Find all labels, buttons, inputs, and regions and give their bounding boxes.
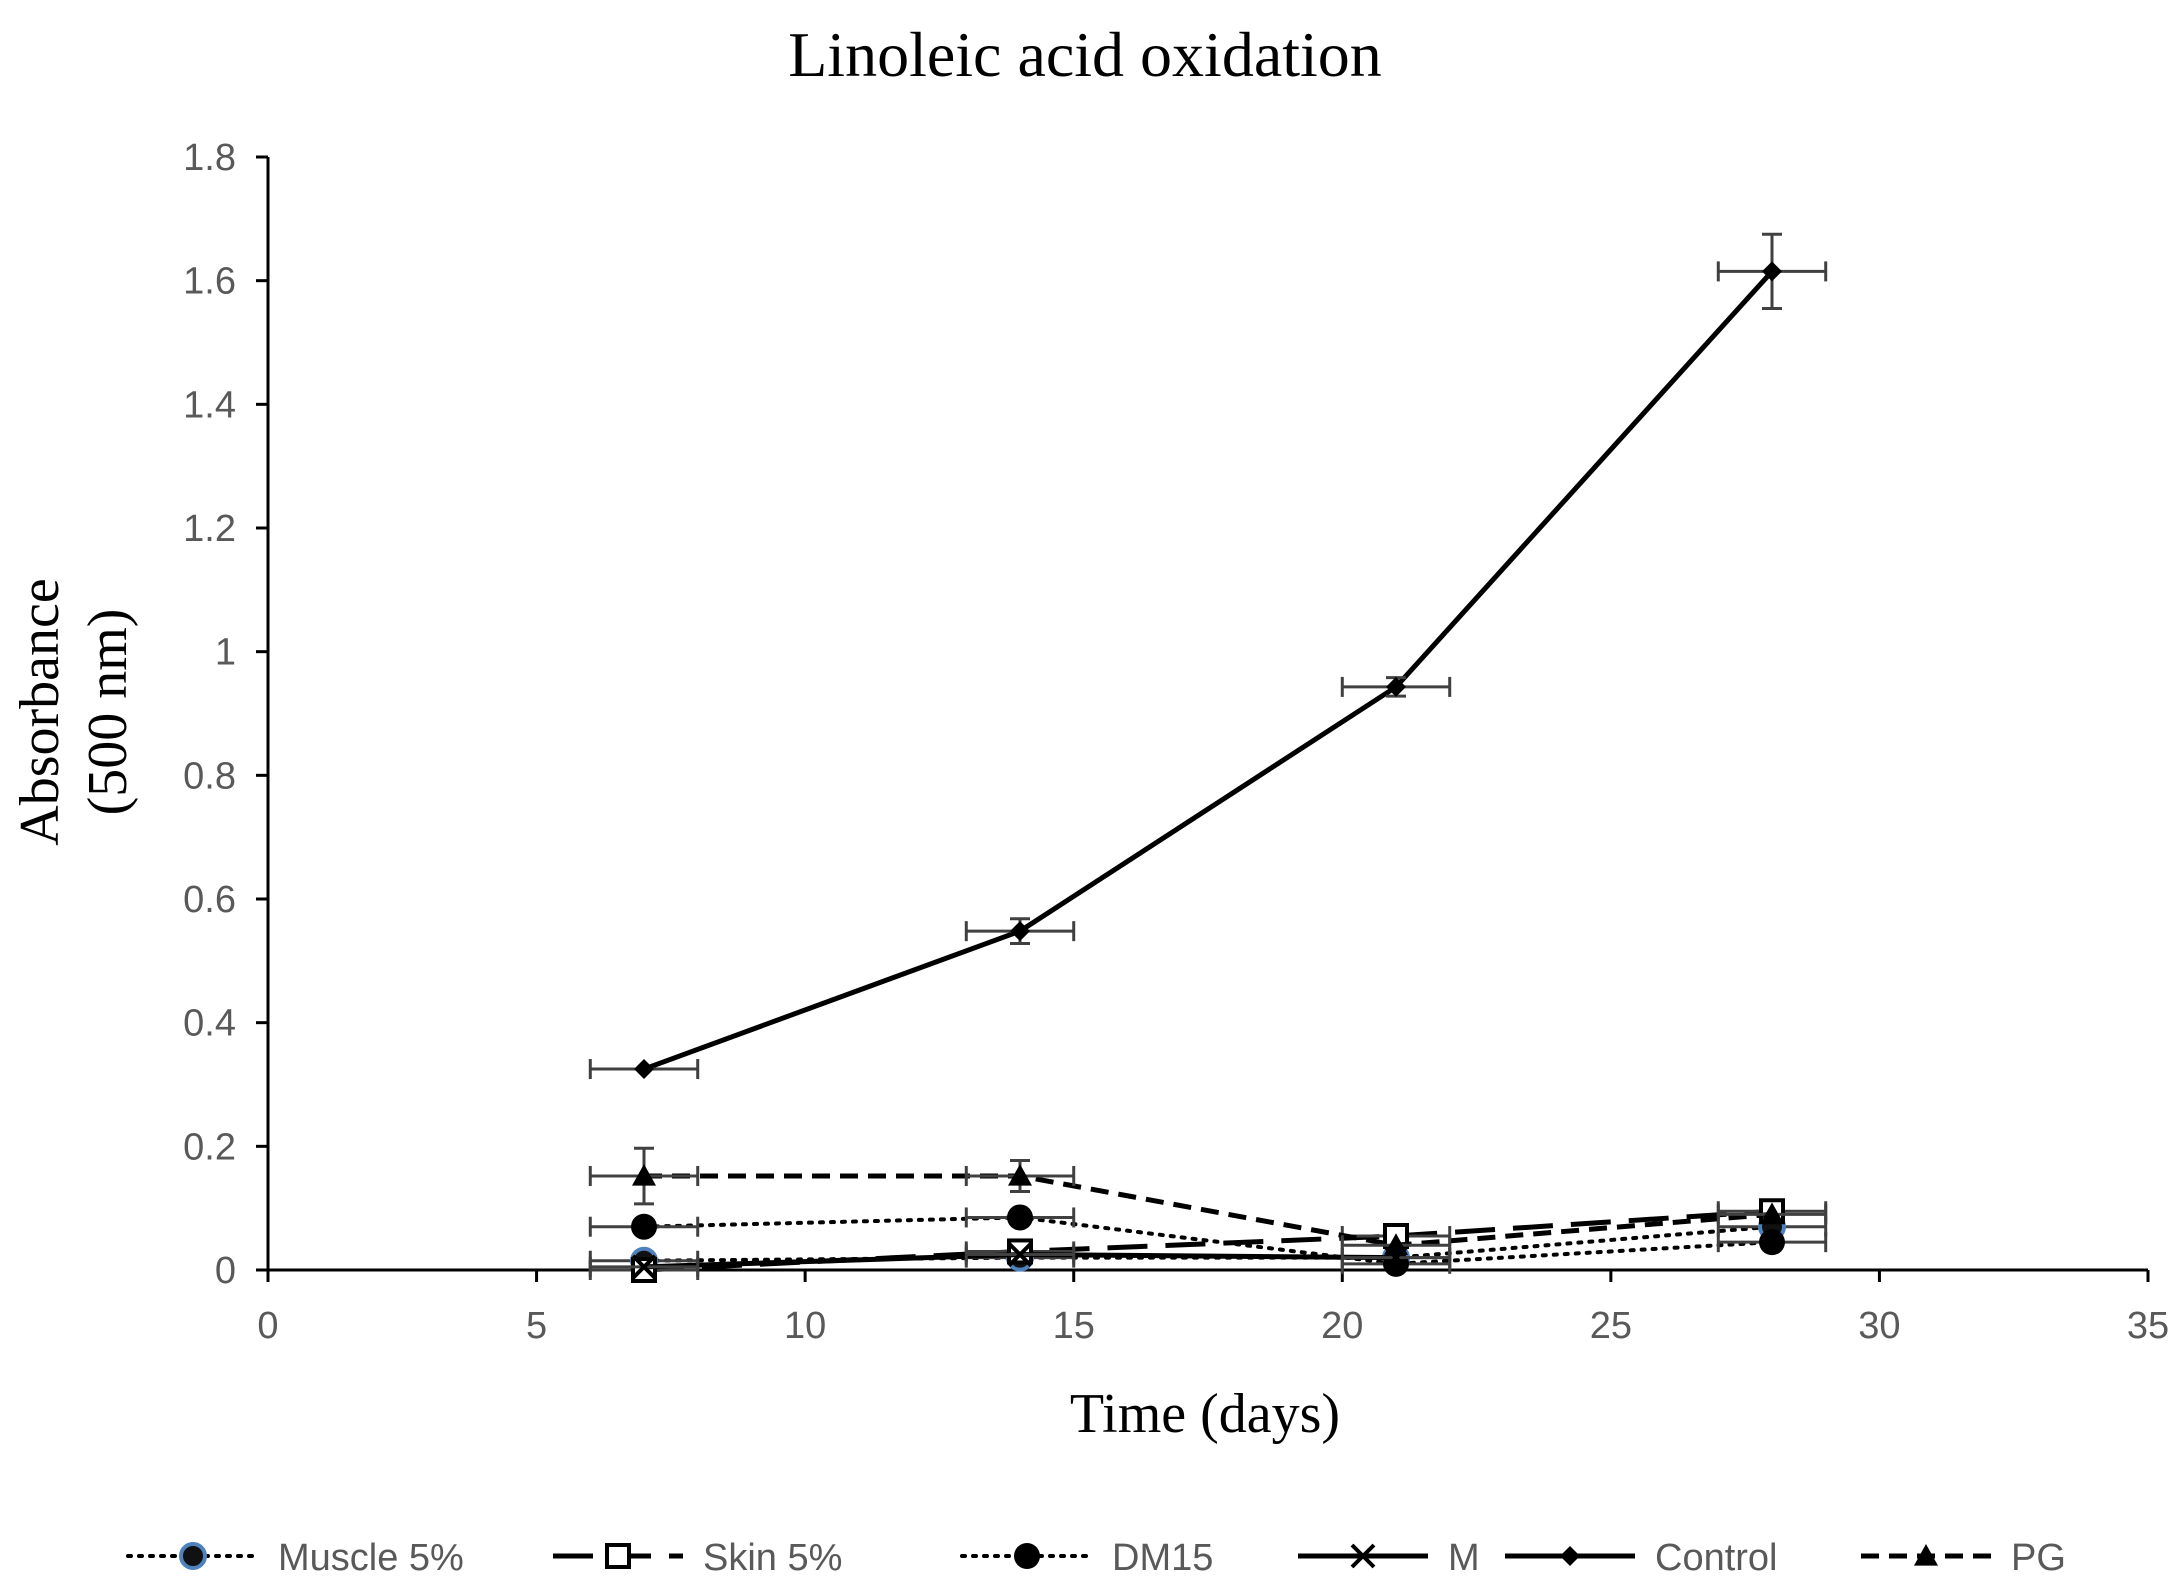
data-point — [631, 1257, 657, 1283]
legend-label: DM15 — [1112, 1537, 1213, 1579]
series-m — [588, 1242, 1452, 1280]
legend-item-skin-5-: Skin 5% — [553, 1537, 842, 1579]
series-control — [588, 232, 1828, 1080]
data-point — [1386, 676, 1406, 697]
data-point — [1007, 1238, 1033, 1265]
y-tick-label: 1 — [215, 632, 236, 674]
legend-marker — [1560, 1546, 1580, 1566]
legend-item-pg: PG — [1861, 1537, 2066, 1579]
data-point — [631, 1213, 657, 1240]
series-line — [643, 269, 1774, 1072]
x-tick-label: 30 — [1858, 1305, 1900, 1347]
series-layer — [588, 232, 1828, 1283]
x-tick-label: 20 — [1321, 1305, 1363, 1347]
legend-label: PG — [2011, 1537, 2066, 1579]
y-tick-label: 1.2 — [183, 508, 236, 550]
legend-marker — [605, 1543, 631, 1569]
y-tick-label: 0 — [215, 1250, 236, 1292]
y-tick-label: 1.4 — [183, 384, 236, 426]
legend-label: Muscle 5% — [278, 1537, 464, 1579]
legend: Muscle 5% Skin 5% DM15 M Control PG — [126, 1537, 2066, 1579]
y-tick-label: 0.8 — [183, 755, 236, 797]
legend-label: Control — [1655, 1537, 1778, 1579]
x-tick-label: 10 — [784, 1305, 826, 1347]
data-point — [1007, 1204, 1033, 1231]
data-point — [631, 1254, 657, 1280]
y-tick-label: 0.4 — [183, 1003, 236, 1045]
legend-label: Skin 5% — [703, 1537, 842, 1579]
legend-marker — [1014, 1543, 1040, 1569]
series-line — [642, 1215, 1774, 1266]
y-tick-label: 1.6 — [183, 261, 236, 303]
legend-marker — [1914, 1544, 1938, 1566]
data-point — [1384, 1233, 1408, 1255]
legend-marker — [1350, 1543, 1376, 1569]
legend-item-m: M — [1298, 1537, 1480, 1579]
axes: 0 5 10 15 20 25 30 35 0 0.2 0.4 0.6 0.8 1 1.2 1.4 1.6 1.8 — [183, 137, 2169, 1347]
chart-title: Linoleic acid oxidation — [788, 19, 1382, 90]
data-point — [1762, 261, 1782, 282]
x-tick-label: 5 — [526, 1305, 547, 1347]
legend-item-muscle-5-: Muscle 5% — [126, 1537, 464, 1579]
series-line — [644, 1173, 1773, 1248]
data-point — [1008, 1164, 1032, 1186]
data-point — [634, 1059, 654, 1080]
x-tick-label: 25 — [1590, 1305, 1632, 1347]
y-axis-title-line-1: Absorbance — [9, 578, 71, 845]
data-point — [632, 1164, 656, 1186]
legend-marker — [179, 1542, 207, 1570]
x-axis-title: Time (days) — [1070, 1383, 1340, 1445]
y-tick-label: 0.6 — [183, 879, 236, 921]
series-pg — [588, 1146, 1828, 1256]
legend-item-control: Control — [1505, 1537, 1778, 1579]
x-tick-label: 0 — [257, 1305, 278, 1347]
legend-item-dm15: DM15 — [960, 1537, 1213, 1579]
x-tick-label: 35 — [2127, 1305, 2169, 1347]
series-dm15 — [588, 1204, 1828, 1277]
data-point — [1010, 921, 1030, 942]
y-axis-title-line-2: (500 nm) — [77, 609, 139, 816]
legend-label: M — [1448, 1537, 1480, 1579]
data-point — [1759, 1229, 1785, 1256]
y-tick-label: 1.8 — [183, 137, 236, 179]
y-tick-label: 0.2 — [183, 1126, 236, 1168]
data-point — [1007, 1242, 1033, 1267]
x-tick-label: 15 — [1053, 1305, 1095, 1347]
data-point — [1760, 1202, 1784, 1224]
